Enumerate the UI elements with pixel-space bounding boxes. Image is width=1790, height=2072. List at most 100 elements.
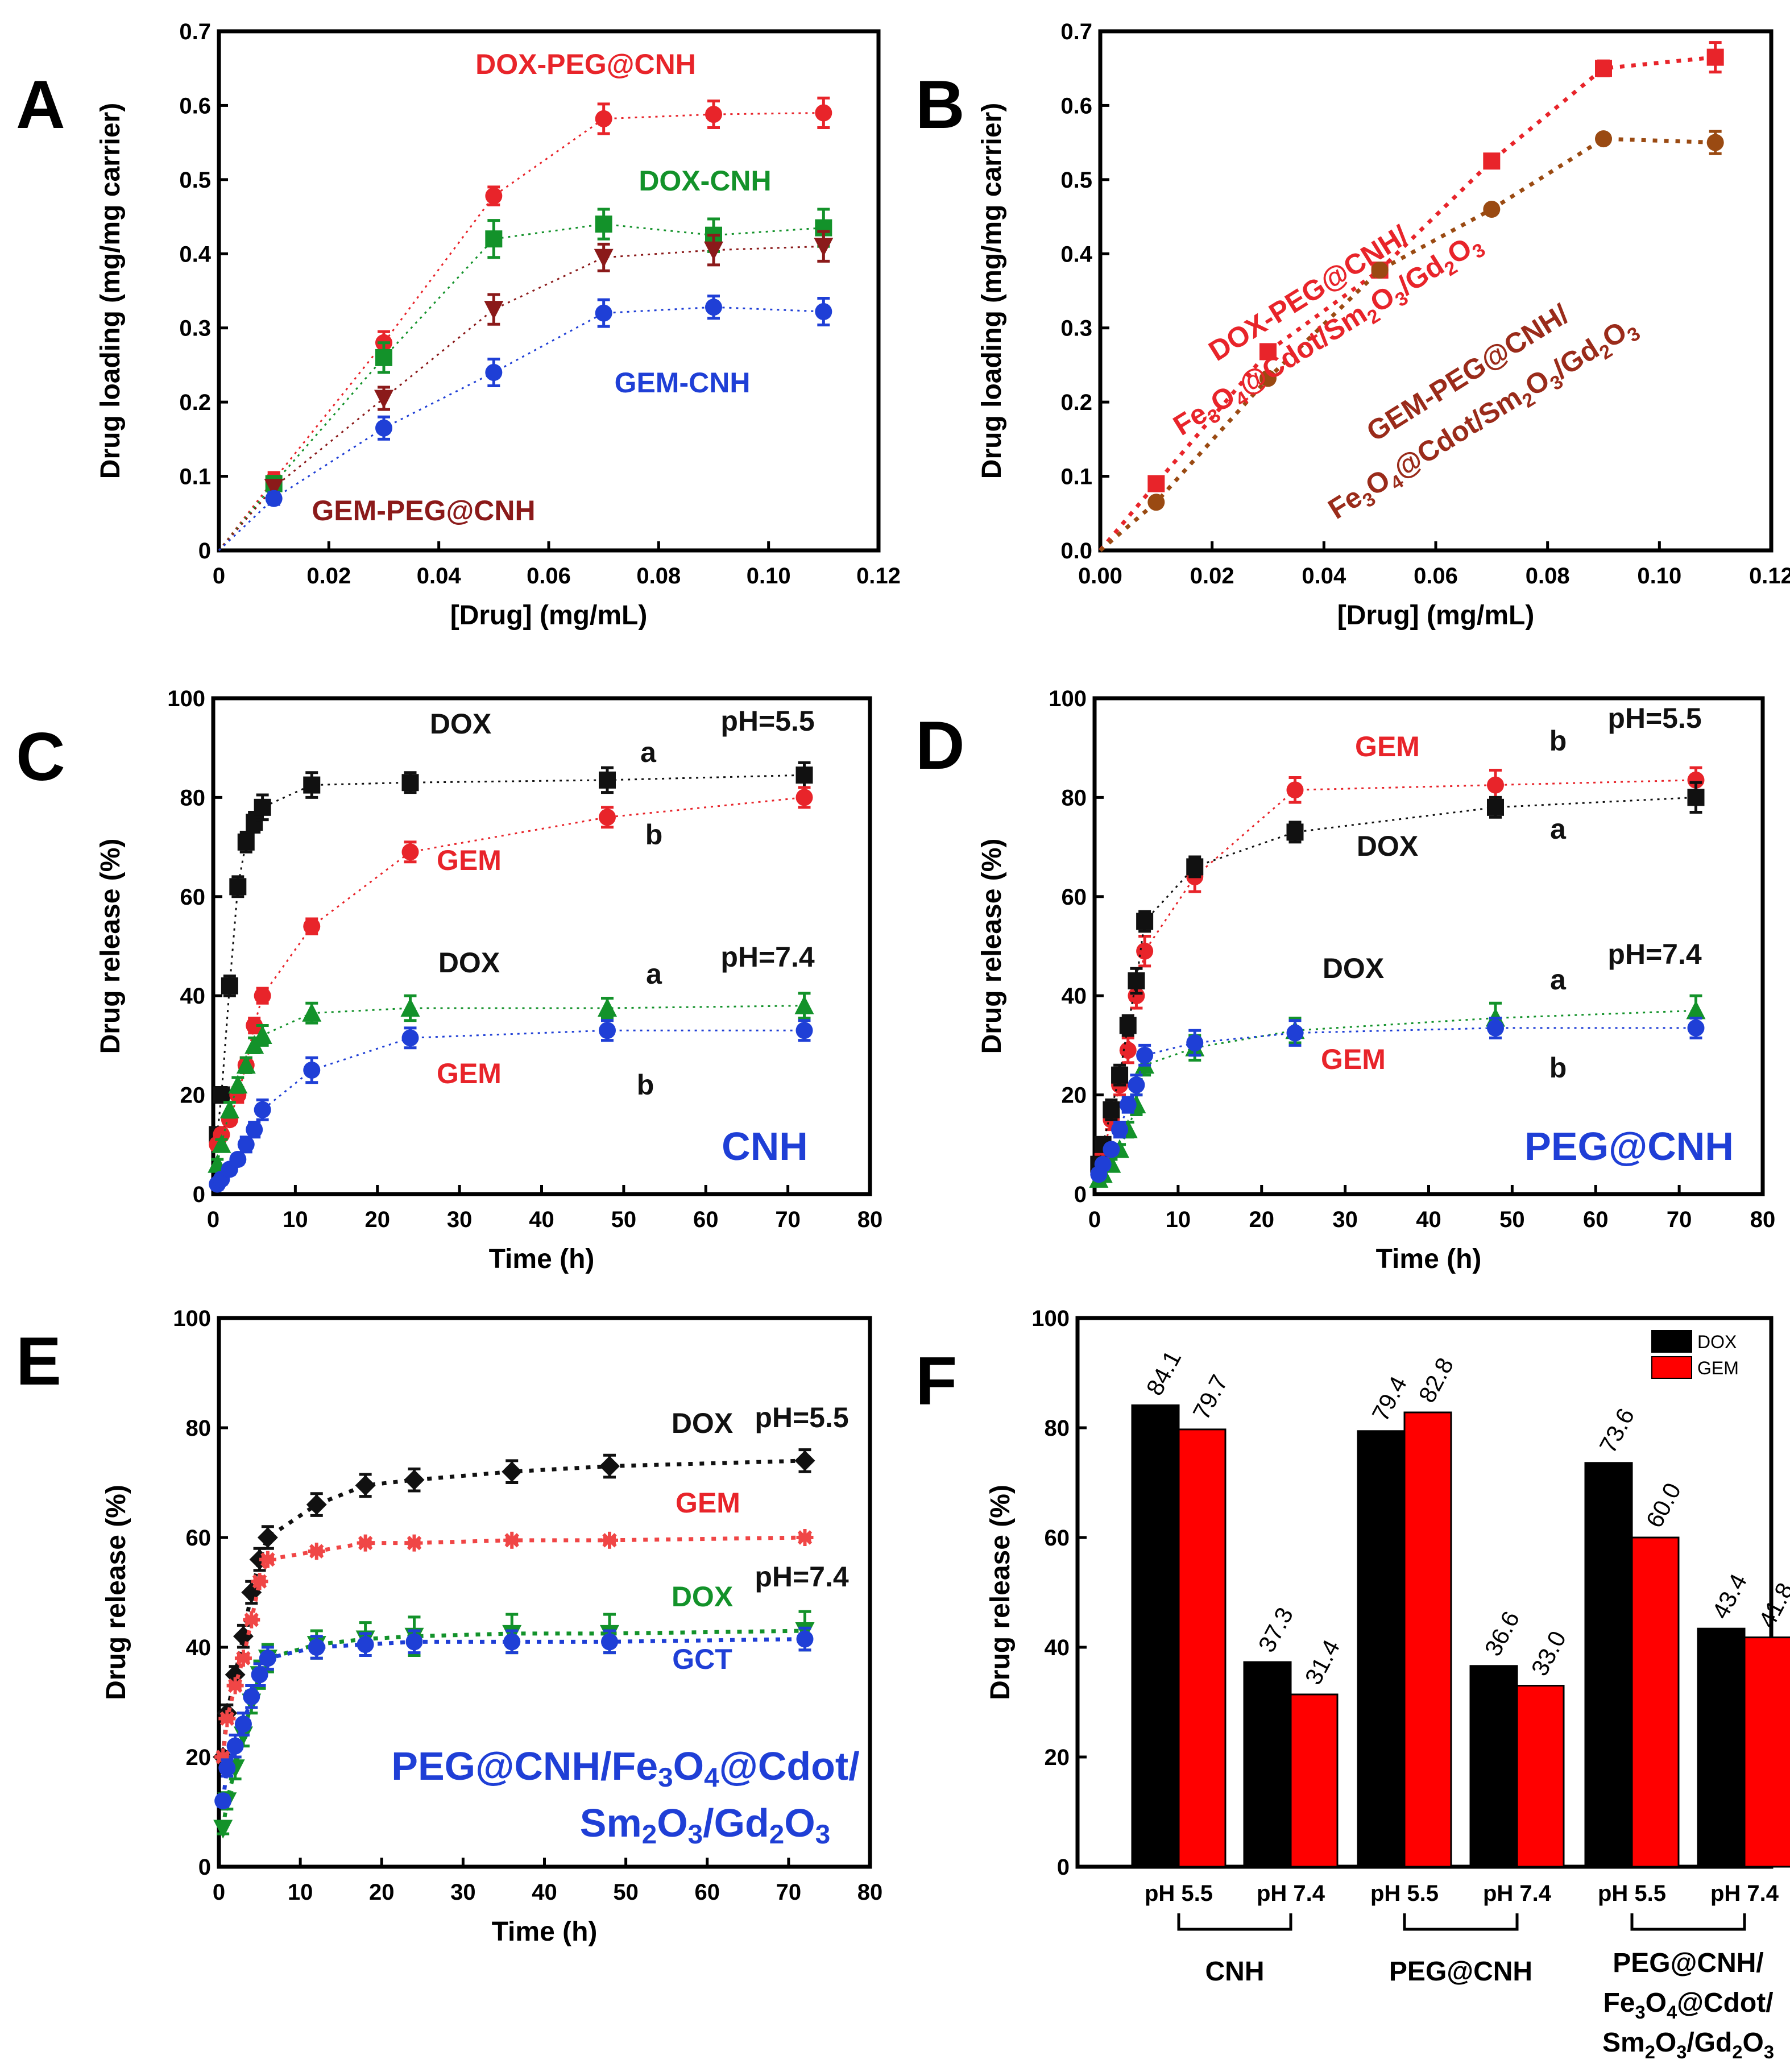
- data-point: [213, 1820, 233, 1839]
- data-point: [375, 349, 392, 366]
- data-point: [229, 1150, 247, 1168]
- y-axis-label: Drug release (%): [985, 1485, 1016, 1700]
- marker-core: [606, 1536, 614, 1544]
- x-tick-label: 0.08: [1526, 563, 1570, 589]
- data-point: [1595, 60, 1612, 77]
- category-label: pH 5.5: [1370, 1881, 1439, 1906]
- data-point: [251, 1573, 268, 1590]
- data-point: [815, 104, 832, 122]
- y-tick-label: 0.5: [179, 168, 211, 193]
- data-point: [594, 248, 614, 268]
- y-tick-label: 60: [186, 1526, 212, 1551]
- label-carrier-peg-cnh: PEG@CNH: [1524, 1124, 1734, 1168]
- y-tick-label: 100: [167, 686, 205, 711]
- bar-value-label: 33.0: [1526, 1627, 1571, 1680]
- bar-value-label: 73.6: [1594, 1404, 1639, 1457]
- data-point: [405, 1633, 423, 1651]
- data-point: [246, 1121, 263, 1138]
- data-point: [212, 1134, 231, 1153]
- panel-c: C 0 20 40 60 80 100 0 10 20 30 40 50 60 70 80 Time (h) Dr…: [16, 686, 882, 1274]
- label-gem-peg-cnh: GEM-PEG@CNH: [312, 495, 535, 527]
- panel-letter-a: A: [16, 67, 65, 143]
- data-point: [237, 833, 255, 851]
- data-point: [234, 1715, 252, 1733]
- y-tick-label: 0: [1057, 1855, 1070, 1880]
- x-tick-label: 0.02: [1190, 563, 1234, 589]
- data-point: [254, 798, 271, 816]
- plot-frame: [1098, 29, 1774, 553]
- data-point: [404, 1469, 425, 1490]
- panel-letter-c: C: [16, 719, 65, 795]
- label-dox-ph74: DOX: [1323, 952, 1384, 984]
- bar-dox: [1357, 1430, 1406, 1868]
- data-point: [1136, 913, 1154, 930]
- panel-d: D 0 20 40 60 80 100 0 10 20 30 40 50 60 70 80 Time (h) Dr…: [915, 686, 1775, 1274]
- data-point: [243, 1611, 260, 1628]
- label-b-ph55: b: [645, 819, 663, 851]
- x-tick-label: 0.04: [417, 563, 462, 589]
- x-tick-label: 0: [207, 1207, 219, 1232]
- data-point: [308, 1639, 325, 1656]
- marker-core: [239, 1654, 247, 1663]
- group-bracket: [1177, 1913, 1292, 1931]
- label-carrier-line-2: Sm2​O3​/Gd2​O3​: [580, 1801, 830, 1850]
- x-axis-label: Time (h): [1376, 1244, 1482, 1274]
- marker-core: [801, 1534, 809, 1541]
- bar-value-label: 37.3: [1253, 1603, 1298, 1656]
- data-point: [357, 1636, 374, 1654]
- data-point: [1687, 771, 1705, 789]
- data-point: [599, 1022, 616, 1039]
- data-point: [704, 241, 723, 260]
- group-label-peg-cnh: PEG@CNH: [1389, 1957, 1532, 1987]
- series-dox-ph-7-4: [208, 992, 814, 1173]
- marker-core: [312, 1547, 321, 1556]
- x-tick-label: 10: [283, 1207, 308, 1232]
- data-point: [264, 479, 284, 498]
- series-line: [216, 796, 805, 1145]
- marker-core: [361, 1539, 370, 1547]
- x-tick-label: 20: [369, 1880, 395, 1905]
- label-dox-ph55: DOX: [430, 708, 491, 740]
- bar-value-label: 82.8: [1413, 1353, 1458, 1407]
- data-point: [1259, 370, 1277, 387]
- marker-core: [410, 1539, 419, 1547]
- data-point: [502, 1461, 523, 1482]
- label-ph74: pH=7.4: [755, 1561, 849, 1593]
- data-point: [814, 238, 834, 257]
- label-a-ph74: a: [646, 958, 662, 990]
- series-dox-ph-5-5: [209, 761, 813, 1143]
- x-tick-label: 10: [288, 1880, 313, 1905]
- label-dox-ph74: DOX: [438, 947, 500, 979]
- bar-dox: [1131, 1404, 1180, 1868]
- data-point: [705, 299, 722, 316]
- x-tick-label: 70: [775, 1207, 801, 1232]
- bar-dox: [1584, 1462, 1633, 1868]
- data-point: [1487, 798, 1504, 816]
- x-tick-label: 0: [213, 563, 225, 589]
- x-tick-label: 0.02: [306, 563, 351, 589]
- data-point: [1687, 1019, 1705, 1037]
- x-tick-label: 0.08: [636, 563, 681, 589]
- x-tick-label: 0.10: [1637, 563, 1681, 589]
- data-point: [601, 1531, 618, 1549]
- data-point: [1286, 1024, 1304, 1042]
- data-point: [1111, 1066, 1129, 1084]
- label-ph55: pH=5.5: [1607, 702, 1701, 734]
- data-point: [218, 1710, 236, 1727]
- data-point: [503, 1633, 521, 1651]
- data-point: [598, 998, 617, 1017]
- marker-core: [231, 1681, 239, 1690]
- data-point: [796, 1630, 814, 1648]
- data-point: [1686, 1000, 1706, 1020]
- data-point: [1147, 494, 1165, 511]
- x-axis-label: [Drug] (mg/mL): [1337, 600, 1535, 631]
- y-tick-label: 100: [1031, 1306, 1070, 1331]
- data-point: [1483, 152, 1501, 170]
- data-point: [254, 987, 271, 1005]
- data-point: [308, 1543, 325, 1560]
- data-point: [1487, 1019, 1504, 1037]
- data-point: [796, 1529, 814, 1546]
- series-line: [217, 1029, 805, 1185]
- x-axis-label: Time (h): [492, 1917, 598, 1947]
- y-tick-label: 0.1: [1060, 465, 1092, 490]
